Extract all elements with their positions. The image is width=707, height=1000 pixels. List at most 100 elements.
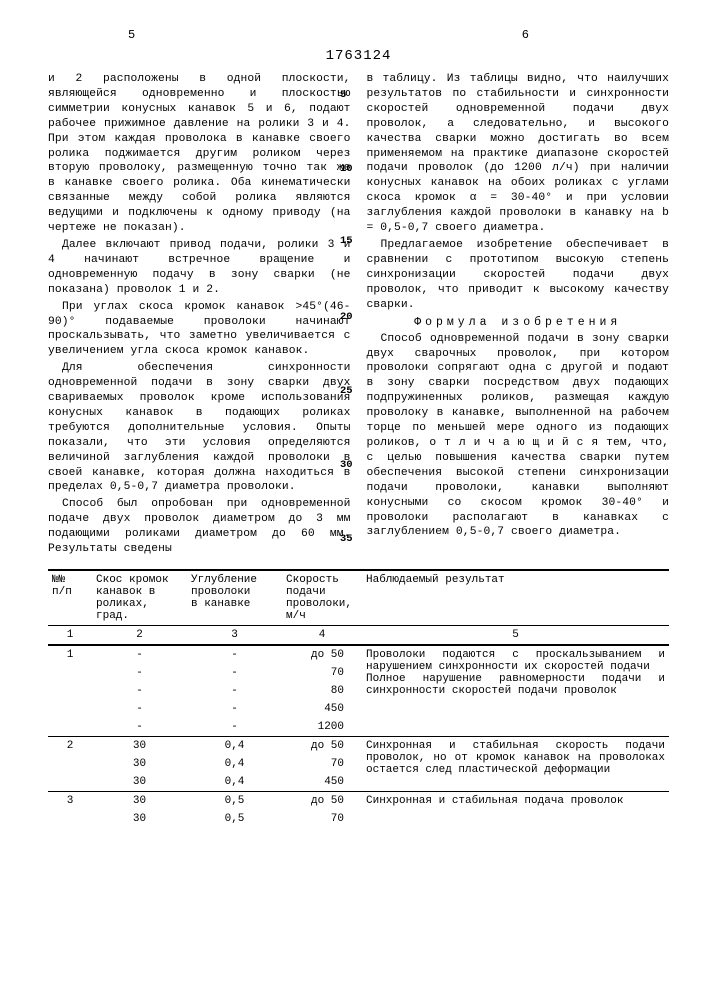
line-mark: 5	[340, 90, 346, 101]
left-p2: Далее включают привод подачи, ролики 3 и…	[48, 238, 351, 298]
cell-bevel: -	[92, 645, 187, 664]
cell-result: Проволоки подаются с проскальзыванием и …	[362, 645, 669, 736]
cell-depth: 0,4	[187, 773, 282, 791]
th-text: Углубление	[191, 574, 257, 586]
left-p1: и 2 расположены в одной плоскости, являю…	[48, 72, 351, 236]
cell-speed: 70	[282, 755, 362, 773]
th-text: проволоки	[191, 586, 250, 598]
cell-num: 2	[48, 737, 92, 756]
cell-speed: 80	[282, 682, 362, 700]
table-colnum-row: 1 2 3 4 5	[48, 626, 669, 646]
line-mark: 35	[340, 534, 353, 545]
cell-bevel: -	[92, 682, 187, 700]
cell-num	[48, 700, 92, 718]
left-p3: При углах скоса кромок канавок >45°(46-9…	[48, 300, 351, 360]
cell-depth: 0,4	[187, 755, 282, 773]
th-text: проволоки,	[286, 598, 352, 610]
right-p2: Предлагаемое изобретение обеспечивает в …	[367, 238, 670, 313]
cell-speed: 450	[282, 700, 362, 718]
colnum: 5	[362, 626, 669, 646]
cell-speed: 450	[282, 773, 362, 791]
results-table: №№ п/п Скос кромок канавок в роликах, гр…	[48, 569, 669, 828]
cell-num: 1	[48, 645, 92, 664]
result-line: Синхронная и стабильная подача проволок	[366, 795, 665, 807]
cell-num	[48, 718, 92, 736]
cell-speed: 70	[282, 810, 362, 828]
th-text: м/ч	[286, 610, 306, 622]
cell-bevel: -	[92, 700, 187, 718]
cell-speed: 1200	[282, 718, 362, 736]
cell-num	[48, 664, 92, 682]
line-mark: 30	[340, 460, 353, 471]
formula-title: Формула изобретения	[367, 315, 670, 330]
colnum: 3	[187, 626, 282, 646]
line-mark: 10	[340, 164, 353, 175]
result-line: Проволоки подаются с проскальзыванием и …	[366, 649, 665, 673]
cell-speed: до 50	[282, 737, 362, 756]
th-text: подачи	[286, 586, 326, 598]
cell-depth: -	[187, 645, 282, 664]
cell-result: Синхронная и стабильная скорость подачи …	[362, 737, 669, 792]
cell-depth: 0,5	[187, 810, 282, 828]
text-columns: и 2 расположены в одной плоскости, являю…	[48, 72, 669, 559]
colnum: 2	[92, 626, 187, 646]
th-text: град.	[96, 610, 129, 622]
th-speed: Скорость подачи проволоки, м/ч	[282, 570, 362, 626]
right-column: в таблицу. Из таблицы видно, что наилучш…	[367, 72, 670, 559]
document-number: 1763124	[48, 48, 669, 64]
cell-bevel: -	[92, 718, 187, 736]
cell-speed: 70	[282, 664, 362, 682]
th-result: Наблюдаемый результат	[362, 570, 669, 626]
line-mark: 15	[340, 236, 353, 247]
table-row: 2300,4до 50Синхронная и стабильная скоро…	[48, 737, 669, 756]
cell-speed: до 50	[282, 792, 362, 811]
cell-bevel: 30	[92, 810, 187, 828]
th-text: канавок в	[96, 586, 155, 598]
cell-num	[48, 810, 92, 828]
th-text: п/п	[52, 586, 72, 598]
cell-num	[48, 682, 92, 700]
th-depth: Углубление проволоки в канавке	[187, 570, 282, 626]
right-p3: Способ одновременной подачи в зону сварк…	[367, 332, 670, 541]
colnum: 4	[282, 626, 362, 646]
table-header-row: №№ п/п Скос кромок канавок в роликах, гр…	[48, 570, 669, 626]
cell-bevel: 30	[92, 755, 187, 773]
colnum: 1	[48, 626, 92, 646]
th-text: Скос кромок	[96, 574, 169, 586]
cell-num: 3	[48, 792, 92, 811]
line-mark: 20	[340, 312, 353, 323]
cell-depth: -	[187, 700, 282, 718]
page-number-left: 5	[128, 28, 135, 42]
th-text: роликах,	[96, 598, 149, 610]
left-p5: Способ был опробован при одновременной п…	[48, 497, 351, 557]
cell-num	[48, 773, 92, 791]
cell-bevel: -	[92, 664, 187, 682]
cell-depth: 0,5	[187, 792, 282, 811]
cell-bevel: 30	[92, 737, 187, 756]
cell-bevel: 30	[92, 792, 187, 811]
cell-bevel: 30	[92, 773, 187, 791]
page: 5 6 1763124 и 2 расположены в одной плос…	[0, 0, 707, 848]
table-row: 1--до 50Проволоки подаются с проскальзыв…	[48, 645, 669, 664]
table-body: 1--до 50Проволоки подаются с проскальзыв…	[48, 645, 669, 828]
th-text: №№	[52, 574, 65, 586]
cell-num	[48, 755, 92, 773]
page-number-right: 6	[522, 28, 529, 42]
cell-speed: до 50	[282, 645, 362, 664]
cell-depth: -	[187, 664, 282, 682]
result-line: Синхронная и стабильная скорость подачи …	[366, 740, 665, 776]
left-p4: Для обеспечения синхронности одновременн…	[48, 361, 351, 495]
table-row: 3300,5до 50 Синхронная и стабильная подач…	[48, 792, 669, 811]
cell-depth: -	[187, 682, 282, 700]
th-bevel: Скос кромок канавок в роликах, град.	[92, 570, 187, 626]
th-text: в канавке	[191, 598, 250, 610]
left-column: и 2 расположены в одной плоскости, являю…	[48, 72, 351, 559]
cell-result: Синхронная и стабильная подача проволок	[362, 792, 669, 829]
cell-depth: -	[187, 718, 282, 736]
cell-depth: 0,4	[187, 737, 282, 756]
result-line: Полное нарушение равномерности подачи и …	[366, 673, 665, 697]
line-mark: 25	[340, 386, 353, 397]
right-p1: в таблицу. Из таблицы видно, что наилучш…	[367, 72, 670, 236]
page-numbers-row: 5 6	[48, 28, 669, 46]
th-text: Скорость	[286, 574, 339, 586]
